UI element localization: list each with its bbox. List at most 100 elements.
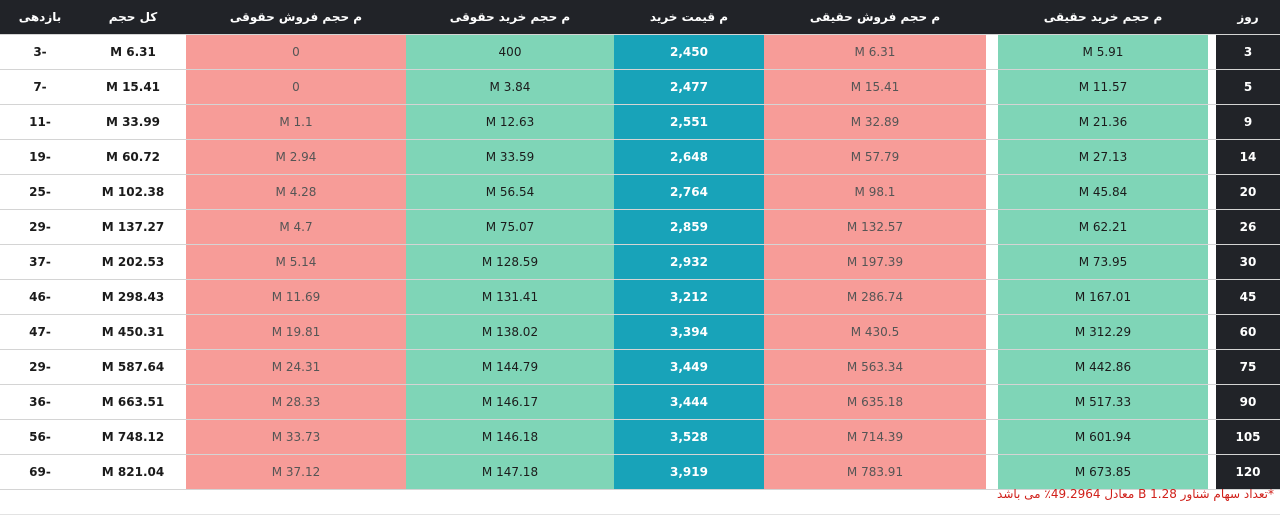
cell-price: 3,444 — [614, 384, 764, 420]
cell-legal-sell: M 37.12 — [186, 454, 406, 490]
cell-real-sell: M 32.89 — [764, 104, 986, 140]
cell-legal-buy: M 12.63 — [406, 104, 614, 140]
table-row: 36- M 663.51 M 28.33 M 146.17 3,444 M 635.18 M… — [0, 384, 1280, 420]
cell-spacer — [1208, 34, 1216, 70]
footnote-text: *تعداد سهام شناور B 1.28 معادل 49.2964٪ … — [997, 487, 1274, 501]
cell-legal-buy: M 56.54 — [406, 174, 614, 210]
table-row: 19- M 60.72 M 2.94 M 33.59 2,648 M 57.79 M 27.… — [0, 139, 1280, 175]
header-day: روز — [1216, 0, 1280, 35]
cell-legal-sell: M 19.81 — [186, 314, 406, 350]
cell-total: M 298.43 — [80, 279, 186, 315]
cell-legal-buy: M 144.79 — [406, 349, 614, 385]
cell-price: 2,551 — [614, 104, 764, 140]
cell-spacer — [986, 174, 998, 210]
cell-day: 75 — [1216, 349, 1280, 385]
volume-table: بازدهی کل حجم م حجم فروش حقوقی م حجم خری… — [0, 0, 1280, 490]
cell-real-sell: M 430.5 — [764, 314, 986, 350]
cell-real-buy: M 442.86 — [998, 349, 1208, 385]
cell-price: 3,449 — [614, 349, 764, 385]
cell-legal-sell: M 28.33 — [186, 384, 406, 420]
cell-diff: 25- — [0, 174, 80, 210]
cell-real-sell: M 98.1 — [764, 174, 986, 210]
cell-spacer — [986, 349, 998, 385]
cell-diff: 46- — [0, 279, 80, 315]
cell-spacer — [1208, 384, 1216, 420]
table-row: 11- M 33.99 M 1.1 M 12.63 2,551 M 32.89 M 21.3… — [0, 104, 1280, 140]
cell-diff: 37- — [0, 244, 80, 280]
cell-spacer — [1208, 349, 1216, 385]
cell-diff: 29- — [0, 349, 80, 385]
table-row: 25- M 102.38 M 4.28 M 56.54 2,764 M 98.1 M 45.… — [0, 174, 1280, 210]
cell-legal-buy: M 128.59 — [406, 244, 614, 280]
header-real-buy: م حجم خرید حقیقی — [998, 0, 1208, 35]
cell-spacer — [1208, 314, 1216, 350]
cell-real-buy: M 11.57 — [998, 69, 1208, 105]
cell-spacer — [1208, 174, 1216, 210]
header-real-sell: م حجم فروش حقیقی — [764, 0, 986, 35]
cell-price: 2,648 — [614, 139, 764, 175]
cell-legal-sell: M 5.14 — [186, 244, 406, 280]
cell-legal-buy: M 146.18 — [406, 419, 614, 455]
cell-spacer — [986, 139, 998, 175]
table-row: 3- M 6.31 0 400 2,450 M 6.31 M 5.91 3 — [0, 34, 1280, 70]
cell-price: 2,859 — [614, 209, 764, 245]
cell-total: M 450.31 — [80, 314, 186, 350]
cell-real-buy: M 21.36 — [998, 104, 1208, 140]
table-row: 29- M 587.64 M 24.31 M 144.79 3,449 M 563.34 M… — [0, 349, 1280, 385]
cell-real-sell: M 132.57 — [764, 209, 986, 245]
cell-day: 9 — [1216, 104, 1280, 140]
table-row: 37- M 202.53 M 5.14 M 128.59 2,932 M 197.39 M … — [0, 244, 1280, 280]
cell-total: M 748.12 — [80, 419, 186, 455]
cell-day: 120 — [1216, 454, 1280, 490]
cell-price: 2,477 — [614, 69, 764, 105]
free-float-footnote: *تعداد سهام شناور B 1.28 معادل 49.2964٪ … — [997, 487, 1274, 501]
header-legal-buy: م حجم خرید حقوقی — [406, 0, 614, 35]
cell-price: 3,394 — [614, 314, 764, 350]
cell-day: 3 — [1216, 34, 1280, 70]
cell-price: 3,212 — [614, 279, 764, 315]
cell-legal-buy: 400 — [406, 34, 614, 70]
cell-total: M 821.04 — [80, 454, 186, 490]
cell-day: 105 — [1216, 419, 1280, 455]
cell-total: M 15.41 — [80, 69, 186, 105]
cell-spacer — [1208, 209, 1216, 245]
table-body: 3- M 6.31 0 400 2,450 M 6.31 M 5.91 3 7- M 15.41 0… — [0, 34, 1280, 490]
cell-real-buy: M 673.85 — [998, 454, 1208, 490]
cell-legal-sell: M 4.7 — [186, 209, 406, 245]
cell-legal-buy: M 33.59 — [406, 139, 614, 175]
cell-price: 2,764 — [614, 174, 764, 210]
cell-day: 14 — [1216, 139, 1280, 175]
cell-diff: 56- — [0, 419, 80, 455]
cell-total: M 6.31 — [80, 34, 186, 70]
cell-legal-buy: M 147.18 — [406, 454, 614, 490]
table-row: 56- M 748.12 M 33.73 M 146.18 3,528 M 714.39 M… — [0, 419, 1280, 455]
header-spacer — [986, 0, 998, 35]
header-price: م قیمت خرید — [614, 0, 764, 35]
cell-real-buy: M 62.21 — [998, 209, 1208, 245]
divider — [0, 514, 1280, 515]
cell-real-sell: M 635.18 — [764, 384, 986, 420]
cell-legal-buy: M 3.84 — [406, 69, 614, 105]
cell-spacer — [986, 34, 998, 70]
header-diff: بازدهی — [0, 0, 80, 35]
cell-real-buy: M 312.29 — [998, 314, 1208, 350]
cell-spacer — [986, 69, 998, 105]
cell-real-sell: M 714.39 — [764, 419, 986, 455]
cell-diff: 69- — [0, 454, 80, 490]
cell-diff: 19- — [0, 139, 80, 175]
cell-legal-buy: M 138.02 — [406, 314, 614, 350]
cell-spacer — [1208, 454, 1216, 490]
cell-day: 26 — [1216, 209, 1280, 245]
cell-spacer — [1208, 279, 1216, 315]
cell-real-sell: M 6.31 — [764, 34, 986, 70]
table-row: 46- M 298.43 M 11.69 M 131.41 3,212 M 286.74 M… — [0, 279, 1280, 315]
header-legal-sell: م حجم فروش حقوقی — [186, 0, 406, 35]
cell-price: 3,919 — [614, 454, 764, 490]
cell-spacer — [986, 279, 998, 315]
cell-legal-buy: M 146.17 — [406, 384, 614, 420]
cell-spacer — [986, 384, 998, 420]
cell-total: M 102.38 — [80, 174, 186, 210]
cell-spacer — [1208, 69, 1216, 105]
cell-day: 20 — [1216, 174, 1280, 210]
